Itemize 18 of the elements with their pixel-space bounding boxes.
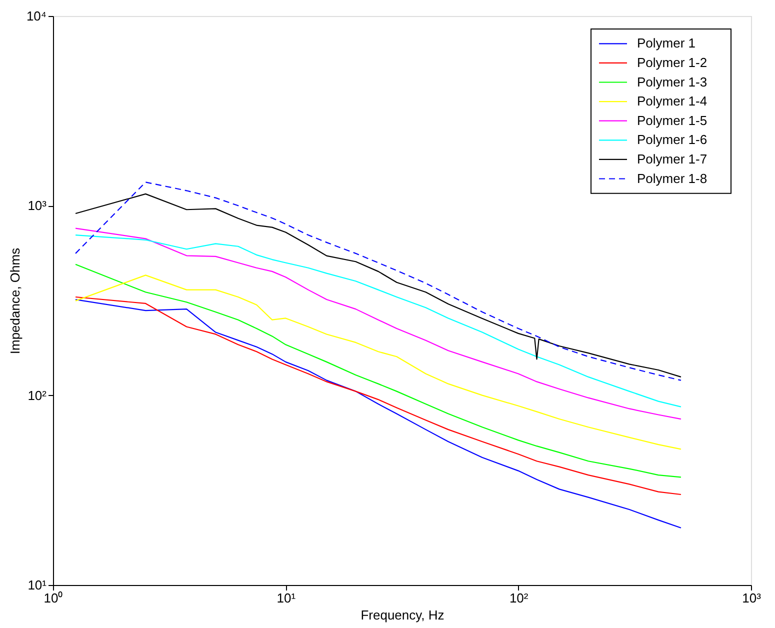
x-tick-label: 10² <box>509 590 529 606</box>
x-axis-title: Frequency, Hz <box>360 608 444 622</box>
legend-label: Polymer 1-5 <box>637 112 708 128</box>
y-tick-label: 10¹ <box>28 578 48 592</box>
x-tick-label: 10¹ <box>276 590 296 606</box>
y-axis-title: Impedance, Ohms <box>7 247 22 354</box>
legend-label: Polymer 1-6 <box>637 132 708 148</box>
y-tick-label: 10³ <box>28 198 48 214</box>
legend-label: Polymer 1-2 <box>637 54 708 70</box>
y-tick-label: 10² <box>28 388 48 403</box>
legend-label: Polymer 1-7 <box>637 151 708 166</box>
x-tick-label: 10³ <box>742 590 762 606</box>
y-tick-label: 10⁴ <box>26 8 46 24</box>
legend-label: Polymer 1-3 <box>637 74 708 90</box>
x-tick-label: 10⁰ <box>44 590 64 606</box>
legend-label: Polymer 1-4 <box>637 94 708 109</box>
legend-label: Polymer 1-8 <box>637 170 708 186</box>
legend-label: Polymer 1 <box>637 36 696 51</box>
